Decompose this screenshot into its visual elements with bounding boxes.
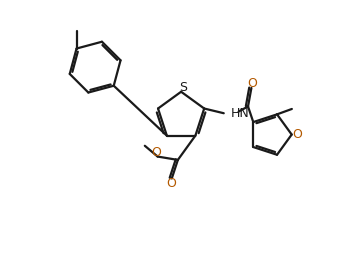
- Text: O: O: [152, 146, 161, 159]
- Text: HN: HN: [231, 107, 250, 120]
- Text: O: O: [247, 77, 257, 90]
- Text: O: O: [292, 128, 302, 141]
- Text: O: O: [166, 177, 176, 190]
- Text: S: S: [179, 81, 187, 93]
